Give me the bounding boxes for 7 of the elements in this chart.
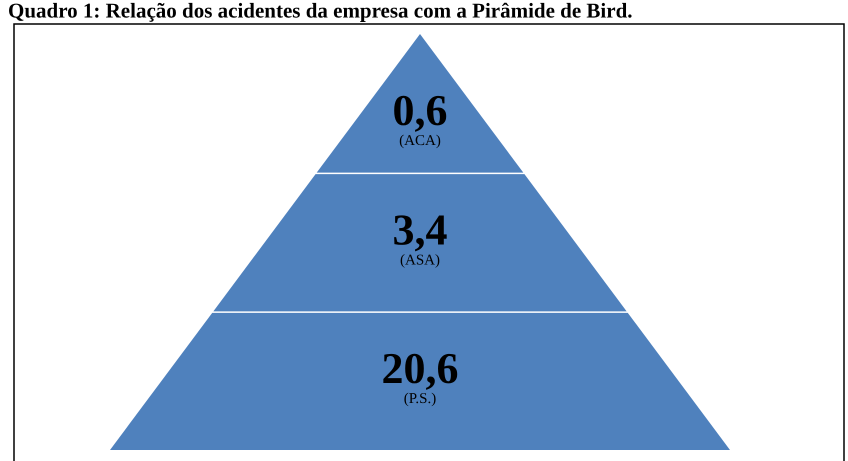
data-label: 0,6	[392, 86, 448, 136]
data-label: 20,6	[382, 344, 458, 394]
category-label: (ACA)	[399, 133, 441, 150]
category-label: (ASA)	[400, 252, 440, 268]
text: Quadro 1: Relação dos acidentes da empresa com a Pirâmide de Bird.	[8, 0, 633, 22]
category-label: (P.S.)	[404, 391, 436, 408]
data-label: 3,4	[392, 206, 448, 254]
